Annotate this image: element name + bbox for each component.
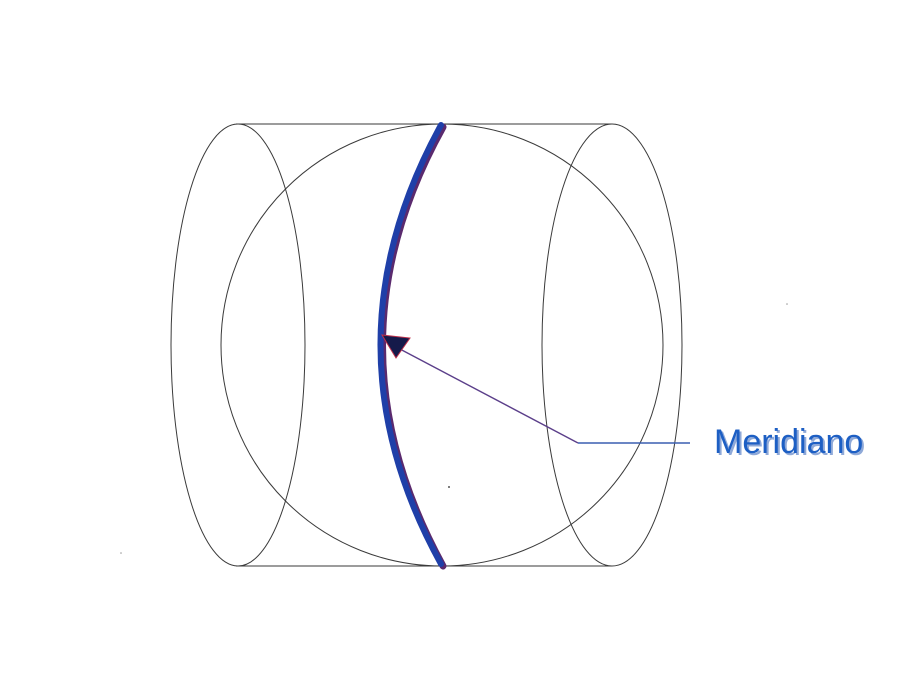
meridian-arc [377,122,444,567]
meridian-label: Meridiano [714,423,863,461]
meridian-label-shadow: Meridiano [716,425,865,463]
cylinder-left-ellipse [170,123,306,567]
speck [120,552,122,554]
leader-line-diagonal [397,347,579,444]
speck [786,303,788,305]
sphere-outline [220,123,664,567]
arrowhead-icon [381,334,411,359]
cylinder-right-ellipse [541,123,683,567]
speck [448,486,450,488]
